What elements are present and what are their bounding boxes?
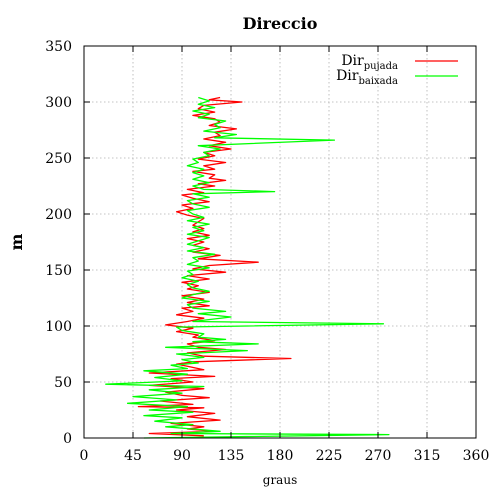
series-line-baixada (105, 96, 390, 439)
x-tick-label: 135 (218, 448, 245, 464)
legend-sub-baixada: baixada (358, 76, 398, 87)
legend-label-baixada: Dirbaixada (336, 68, 398, 87)
x-tick-label: 0 (80, 448, 89, 464)
legend: Dirpujada Dirbaixada (336, 53, 458, 87)
ticks: 0 45 90 135 180 225 270 315 360 0 50 100 150 200 250 30… (45, 39, 489, 464)
legend-sub-pujada: pujada (364, 61, 398, 72)
chart-title: Direccio (243, 14, 318, 33)
x-tick-label: 360 (463, 448, 490, 464)
grid (84, 46, 476, 438)
x-tick-label: 225 (316, 448, 343, 464)
y-tick-label: 300 (45, 95, 72, 111)
x-tick-label: 45 (124, 448, 142, 464)
y-tick-label: 100 (45, 319, 72, 335)
x-tick-label: 315 (414, 448, 441, 464)
y-tick-label: 250 (45, 151, 72, 167)
y-tick-label: 200 (45, 207, 72, 223)
x-tick-label: 270 (365, 448, 392, 464)
legend-name-pujada: Dir (341, 53, 364, 69)
y-tick-label: 350 (45, 39, 72, 55)
y-tick-label: 150 (45, 263, 72, 279)
y-tick-label: 50 (54, 375, 72, 391)
series-layer (105, 96, 390, 439)
y-tick-label: 0 (63, 431, 72, 447)
legend-label-pujada: Dirpujada (341, 53, 398, 72)
x-axis-label: graus (263, 473, 297, 487)
x-tick-label: 90 (173, 448, 191, 464)
legend-name-baixada: Dir (336, 68, 359, 84)
x-tick-label: 180 (267, 448, 294, 464)
y-axis-label: m (7, 233, 26, 250)
